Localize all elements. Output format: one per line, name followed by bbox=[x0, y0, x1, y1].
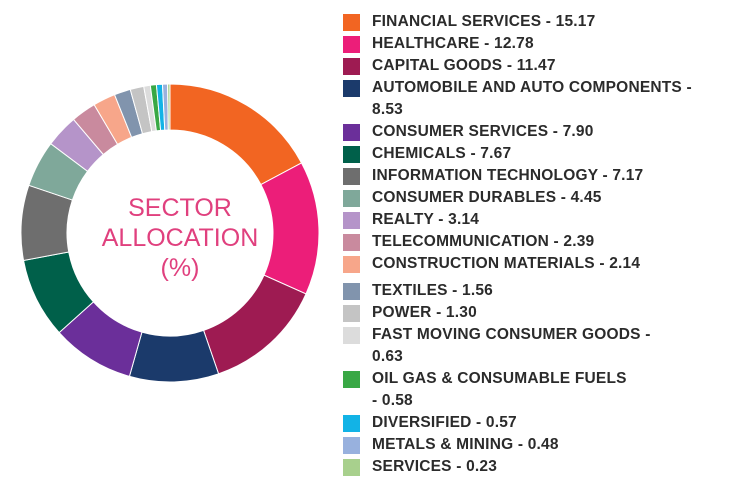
legend-swatch bbox=[343, 415, 360, 432]
legend-label: SERVICES - 0.23 bbox=[372, 458, 498, 475]
donut-chart bbox=[20, 83, 320, 383]
legend-swatch bbox=[343, 146, 360, 163]
legend-swatch bbox=[343, 14, 360, 31]
legend-swatch bbox=[343, 234, 360, 251]
legend-swatch bbox=[343, 437, 360, 454]
legend-label: DIVERSIFIED - 0.57 bbox=[372, 414, 517, 431]
legend-swatch bbox=[343, 58, 360, 75]
legend-label: CHEMICALS - 7.67 bbox=[372, 145, 512, 162]
legend-swatch bbox=[343, 36, 360, 53]
legend-label: TEXTILES - 1.56 bbox=[372, 282, 494, 299]
donut-slice-services bbox=[167, 83, 171, 131]
legend-label: CONSUMER DURABLES - 4.45 bbox=[372, 189, 602, 206]
donut-slice-capital-goods bbox=[202, 274, 307, 375]
legend-label: FAST MOVING CONSUMER GOODS - bbox=[372, 326, 651, 343]
legend-label: CAPITAL GOODS - 11.47 bbox=[372, 57, 556, 74]
chart-title-line-3: (%) bbox=[160, 254, 200, 282]
legend-label: OIL GAS & CONSUMABLE FUELS bbox=[372, 370, 627, 387]
legend-label: POWER - 1.30 bbox=[372, 304, 477, 321]
legend-swatch bbox=[343, 190, 360, 207]
legend-label: FINANCIAL SERVICES - 15.17 bbox=[372, 13, 596, 30]
legend-label: REALTY - 3.14 bbox=[372, 211, 480, 228]
legend-label: TELECOMMUNICATION - 2.39 bbox=[372, 233, 595, 250]
legend-swatch bbox=[343, 305, 360, 322]
legend-label: HEALTHCARE - 12.78 bbox=[372, 35, 534, 52]
legend-swatch bbox=[343, 80, 360, 97]
legend-swatch bbox=[343, 212, 360, 229]
legend-label: CONSUMER SERVICES - 7.90 bbox=[372, 123, 594, 140]
legend-label: 0.63 bbox=[372, 348, 403, 365]
legend-label: CONSTRUCTION MATERIALS - 2.14 bbox=[372, 255, 641, 272]
legend-swatch bbox=[343, 459, 360, 476]
legend-label: - 0.58 bbox=[372, 392, 413, 409]
chart-title-line-2: ALLOCATION bbox=[101, 224, 259, 252]
donut-slice-financial-services bbox=[169, 83, 303, 186]
legend-swatch bbox=[343, 168, 360, 185]
legend-label: AUTOMOBILE AND AUTO COMPONENTS - bbox=[372, 79, 692, 96]
legend-label: METALS & MINING - 0.48 bbox=[372, 436, 559, 453]
legend-label: 8.53 bbox=[372, 101, 403, 118]
legend-swatch bbox=[343, 256, 360, 273]
legend-label: INFORMATION TECHNOLOGY - 7.17 bbox=[372, 167, 644, 184]
chart-title-line-1: SECTOR bbox=[128, 194, 232, 222]
legend-swatch bbox=[343, 327, 360, 344]
donut-slice-automobile-and-auto-components bbox=[128, 329, 220, 383]
legend-swatch bbox=[343, 124, 360, 141]
legend-swatch bbox=[343, 371, 360, 388]
legend-swatch bbox=[343, 283, 360, 300]
